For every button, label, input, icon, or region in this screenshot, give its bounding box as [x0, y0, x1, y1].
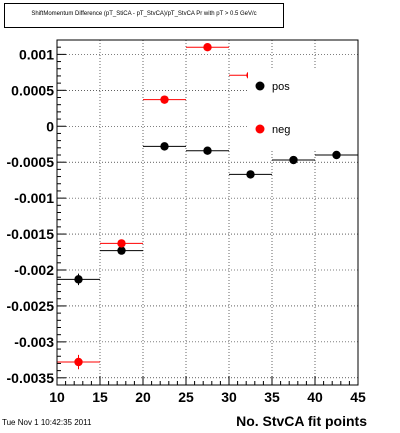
series-pos [57, 142, 358, 286]
legend-label-pos: pos [272, 81, 290, 93]
legend-label-neg: neg [272, 124, 290, 136]
data-point [160, 142, 169, 151]
x-tick-label: 20 [135, 389, 151, 405]
data-point [203, 42, 212, 52]
y-tick-label: -0.0035 [7, 370, 55, 386]
y-tick-label: -0.001 [14, 190, 54, 206]
data-point [203, 146, 212, 155]
data-point [289, 155, 298, 165]
x-tick-label: 45 [350, 389, 366, 405]
data-series [57, 42, 358, 370]
chart-title-box: ShiftMomentum Difference (pT_StiCA - pT_… [4, 3, 284, 28]
data-point [160, 95, 169, 104]
x-axis-title: No. StvCA fit points [236, 413, 367, 429]
x-tick-label: 35 [264, 389, 280, 405]
data-point [117, 246, 126, 255]
y-tick-label: -0.0025 [7, 298, 55, 314]
y-tick-label: 0 [46, 118, 54, 134]
x-tick-label: 40 [307, 389, 323, 405]
x-tick-label: 10 [49, 389, 65, 405]
axes: 10 15 20 25 30 35 40 45 0.001 0.0005 0 -0.0005 -0.00… [7, 39, 366, 405]
chart-title: ShiftMomentum Difference (pT_StiCA - pT_… [31, 11, 257, 17]
data-point [332, 150, 341, 160]
grid [57, 40, 358, 385]
x-tick-label: 15 [92, 389, 108, 405]
y-tick-label: -0.002 [14, 262, 54, 278]
data-point [74, 275, 83, 284]
legend-marker-pos [255, 81, 265, 91]
x-tick-label: 25 [178, 389, 194, 405]
legend-box [248, 70, 368, 150]
y-tick-label: -0.0005 [7, 154, 55, 170]
y-tick-label: 0.001 [19, 46, 54, 62]
data-point [74, 357, 83, 367]
legend: pos neg [255, 81, 290, 136]
y-tick-label: -0.003 [14, 334, 54, 350]
legend-marker-neg [255, 124, 265, 134]
data-point [117, 239, 126, 248]
x-tick-label: 30 [221, 389, 237, 405]
y-tick-label: -0.0015 [7, 226, 55, 242]
timestamp: Tue Nov 1 10:42:35 2011 [2, 418, 92, 427]
y-tick-label: 0.0005 [11, 82, 54, 98]
data-point [246, 170, 255, 179]
